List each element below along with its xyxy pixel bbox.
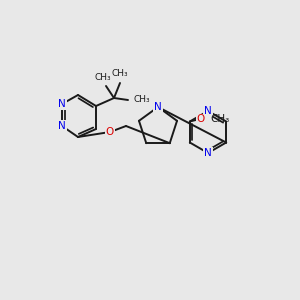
Text: O: O [106,127,114,137]
Text: CH₃: CH₃ [133,95,150,104]
Text: CH₃: CH₃ [95,73,111,82]
Text: N: N [204,148,212,158]
Text: CH₃: CH₃ [211,115,230,124]
Text: N: N [154,102,162,112]
Text: CH₃: CH₃ [112,69,128,78]
Text: O: O [197,115,205,124]
Text: N: N [58,121,66,131]
Text: N: N [204,106,212,116]
Text: N: N [58,99,66,109]
